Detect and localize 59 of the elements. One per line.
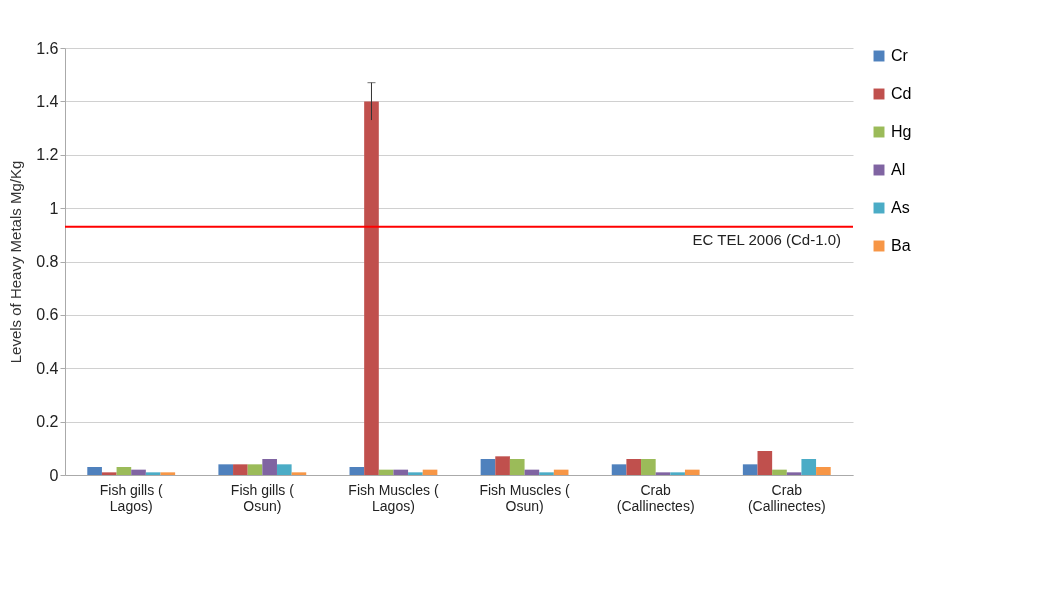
legend-label: As (891, 199, 910, 216)
bar (145, 472, 161, 475)
x-tick-label: Fish Muscles ( Osun) (479, 481, 571, 514)
bar (816, 466, 831, 475)
bar (291, 472, 307, 475)
bar (626, 458, 642, 475)
legend-label: Ba (891, 237, 911, 254)
bar (87, 466, 102, 475)
bar (611, 464, 627, 475)
y-tick-label: 1.4 (36, 92, 59, 110)
y-tick-label: 0.2 (36, 413, 59, 431)
legend-label: Cr (891, 47, 909, 64)
ref-line-label: EC TEL 2006 (Cd-1.0) (692, 230, 841, 248)
bar (684, 469, 700, 475)
y-axis-title: Levels of Heavy Metals Mg/Kg (7, 160, 25, 364)
bar (408, 472, 423, 475)
bar (160, 472, 176, 475)
bar (480, 458, 496, 475)
bar (670, 472, 685, 475)
bar (276, 464, 292, 475)
bar (364, 101, 379, 475)
bar (349, 466, 365, 475)
bar (393, 469, 409, 475)
bar (772, 469, 787, 475)
legend-label: Hg (891, 123, 912, 140)
x-tick-label: Fish Muscles ( Lagos) (348, 481, 439, 514)
bar (218, 464, 234, 475)
y-tick-label: 0.8 (36, 253, 59, 270)
bar (131, 469, 146, 475)
bar (378, 469, 394, 475)
bar (247, 464, 263, 475)
legend-label: Cd (891, 85, 912, 102)
bar (786, 472, 802, 475)
bar (509, 458, 525, 475)
bar (801, 458, 817, 475)
bar (655, 472, 671, 475)
bar (233, 464, 248, 475)
bar (262, 458, 277, 475)
y-tick-label: 0 (49, 466, 59, 484)
bar (422, 469, 438, 475)
bar (641, 458, 656, 475)
x-tick-label: Crab (Callinectes) (747, 481, 826, 514)
x-tick-label: Crab (Callinectes) (616, 481, 695, 514)
y-tick-label: 1 (49, 199, 59, 217)
bar (524, 469, 540, 475)
bar (116, 466, 132, 475)
bar (742, 464, 758, 475)
y-tick-label: 0.6 (36, 306, 59, 324)
x-tick-label: Fish gills ( Lagos) (99, 481, 164, 514)
bar (101, 472, 117, 475)
bar (757, 450, 773, 475)
bar (553, 469, 569, 475)
legend-label: Al (891, 161, 906, 178)
bar (495, 456, 510, 475)
x-tick-label: Fish gills ( Osun) (230, 481, 295, 514)
y-tick-label: 0.4 (36, 359, 59, 377)
y-tick-label: 1.2 (36, 146, 59, 164)
y-tick-label: 1.6 (36, 39, 59, 57)
bar (539, 472, 554, 475)
